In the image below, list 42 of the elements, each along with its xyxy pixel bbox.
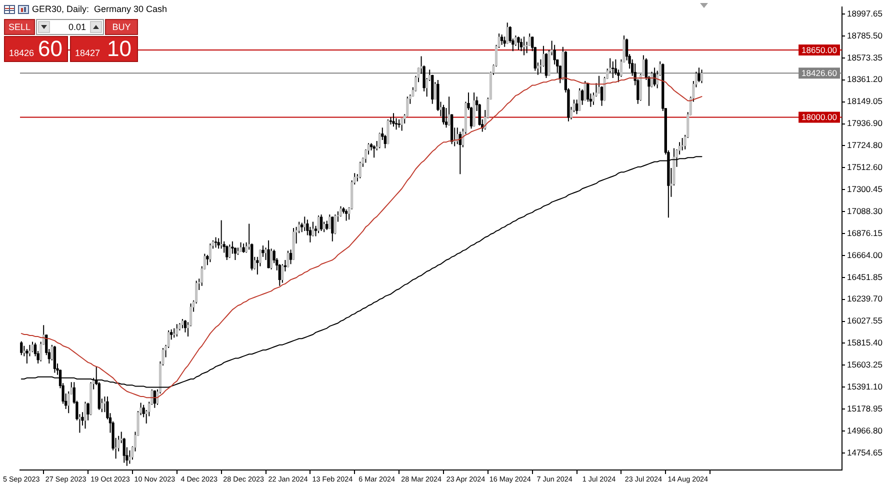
annotation: 18426: [9, 48, 34, 58]
ref-line-label: 18426.60: [802, 68, 838, 78]
y-tick-label: 16876.15: [847, 228, 883, 238]
y-tick-label: 14966.80: [847, 425, 883, 436]
y-tick-label: 17300.45: [847, 184, 883, 194]
y-tick-label: 17512.60: [847, 162, 883, 172]
annotation: 60: [38, 36, 62, 61]
annotation: 10: [107, 36, 132, 61]
candlestick: [378, 132, 381, 149]
annotation: 18427: [75, 48, 100, 58]
y-tick-label: 17936.90: [847, 118, 883, 128]
y-tick-label: 14754.65: [847, 447, 883, 458]
y-tick-label: 18149.05: [847, 96, 883, 106]
y-tick-label: 18361.20: [847, 74, 883, 84]
candlestick: [334, 214, 337, 235]
ref-line-label: 18650.00: [802, 44, 838, 55]
ask-price-box: 18427 10: [70, 36, 138, 62]
buy-button: BUY: [105, 19, 138, 35]
y-tick-label: 18785.50: [847, 30, 883, 40]
bid-price-box: 18426 60: [4, 36, 68, 62]
y-tick-label: 17724.80: [847, 140, 883, 150]
candlestick: [89, 382, 92, 416]
ref-line-label: 18000.00: [802, 112, 838, 122]
y-tick-label: 16027.55: [847, 316, 883, 326]
y-tick-label: 18997.65: [847, 8, 883, 18]
lot-size-field: 0.01: [36, 19, 104, 35]
y-tick-label: 16664.00: [847, 250, 883, 260]
y-tick-label: 15603.25: [847, 360, 883, 370]
y-tick-label: 15815.40: [847, 338, 883, 348]
y-tick-label: 18573.35: [847, 52, 883, 62]
y-tick-label: 16451.85: [847, 272, 883, 282]
candlestick: [478, 103, 481, 126]
annotation: SELL: [8, 22, 31, 32]
y-tick-label: 15178.95: [847, 403, 883, 414]
y-tick-label: 16239.70: [847, 294, 883, 304]
y-tick-label: 17088.30: [847, 206, 883, 216]
candlestick: [358, 161, 362, 179]
annotation: 0.01: [68, 21, 86, 33]
sell-button: SELL: [4, 19, 35, 35]
chart-title: GER30, Daily: Germany 30 Cash: [32, 4, 168, 14]
y-tick-label: 15391.10: [847, 381, 883, 392]
annotation: BUY: [112, 22, 131, 32]
